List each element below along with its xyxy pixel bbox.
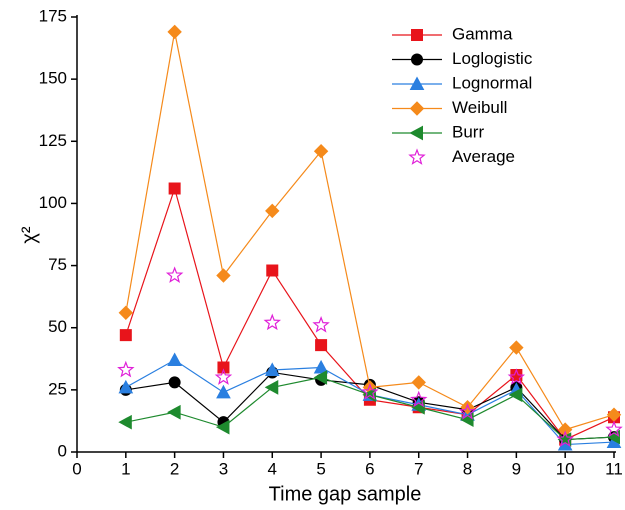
x-tick-label: 1 <box>121 459 130 478</box>
legend-label: Weibull <box>452 98 507 117</box>
data-point <box>556 430 574 447</box>
legend-marker <box>409 125 423 141</box>
y-tick-label: 50 <box>48 317 67 336</box>
legend-marker <box>411 53 424 66</box>
data-point <box>266 264 279 277</box>
data-point <box>264 362 280 376</box>
x-tick-label: 9 <box>512 459 521 478</box>
data-point <box>167 352 182 367</box>
x-tick-label: 6 <box>365 459 374 478</box>
data-point <box>167 24 182 40</box>
y-tick-label: 100 <box>39 193 67 212</box>
data-point <box>216 268 231 283</box>
legend-marker <box>408 148 426 165</box>
data-point <box>361 383 379 400</box>
y-tick-label: 175 <box>39 6 67 25</box>
x-tick-label: 5 <box>316 459 325 478</box>
x-tick-label: 0 <box>72 459 81 478</box>
legend-label: Gamma <box>452 24 513 43</box>
data-point <box>264 380 279 395</box>
data-point <box>313 359 329 374</box>
data-point <box>508 387 523 403</box>
x-tick-label: 10 <box>556 459 575 478</box>
y-tick-label: 0 <box>58 441 67 460</box>
x-tick-label: 2 <box>170 459 179 478</box>
legend-marker <box>409 76 425 90</box>
data-point <box>214 368 233 385</box>
y-tick-label: 150 <box>39 69 67 88</box>
legend-label: Lognormal <box>452 73 532 92</box>
series-line <box>125 31 615 431</box>
data-point <box>217 361 230 374</box>
data-point <box>509 340 524 355</box>
data-point <box>216 384 231 399</box>
data-point <box>265 203 280 219</box>
data-point <box>507 368 526 385</box>
data-point <box>458 403 477 420</box>
data-point <box>118 305 134 321</box>
data-point <box>313 370 328 385</box>
x-tick-label: 4 <box>268 459 277 478</box>
x-tick-label: 7 <box>414 459 423 478</box>
data-point <box>118 379 134 394</box>
legend-marker <box>411 29 423 41</box>
legend-marker <box>409 101 425 116</box>
data-point <box>263 313 282 331</box>
data-point <box>119 329 132 342</box>
data-point <box>460 400 475 415</box>
data-point <box>411 375 426 390</box>
x-tick-label: 3 <box>219 459 228 478</box>
data-point <box>165 266 184 283</box>
data-point <box>167 404 181 420</box>
x-tick-label: 11 <box>605 459 623 478</box>
legend-label: Loglogistic <box>452 49 533 68</box>
y-tick-label: 25 <box>48 379 67 398</box>
x-tick-label: 8 <box>463 459 472 478</box>
data-point <box>168 376 181 389</box>
data-point <box>409 390 428 408</box>
x-axis-title: Time gap sample <box>269 483 422 505</box>
data-point <box>605 420 623 438</box>
y-tick-label: 75 <box>48 255 67 274</box>
data-point <box>315 339 328 352</box>
y-axis-title: χ² <box>18 226 40 243</box>
data-point <box>313 144 329 159</box>
data-point <box>168 182 181 195</box>
legend-label: Burr <box>452 122 484 141</box>
y-tick-label: 125 <box>39 131 67 150</box>
data-point <box>117 360 135 378</box>
data-point <box>312 316 330 333</box>
data-point <box>215 419 230 435</box>
data-point <box>118 414 132 430</box>
data-point <box>362 387 376 403</box>
legend-label: Average <box>452 147 515 166</box>
